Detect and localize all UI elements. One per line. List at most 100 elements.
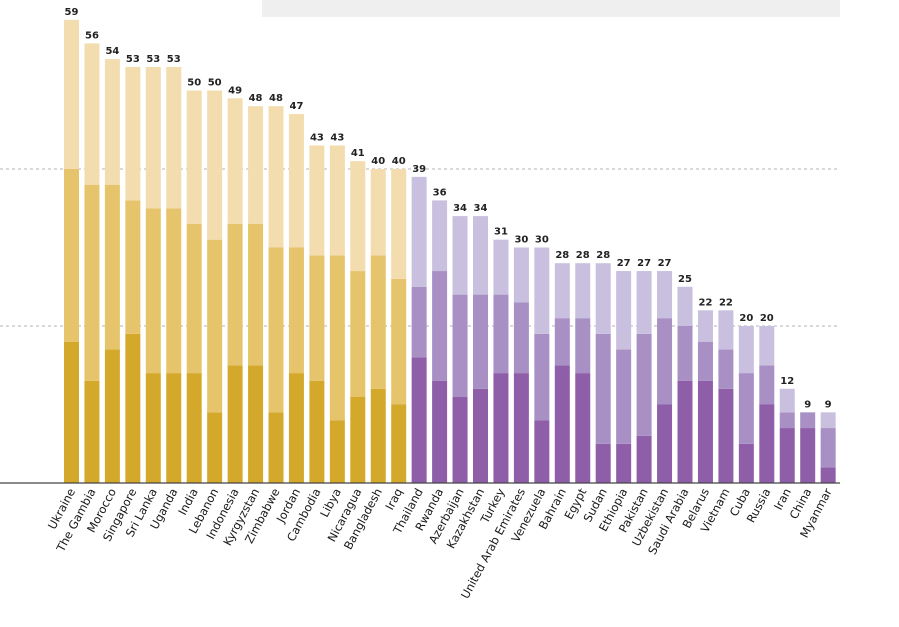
bar-segment-1 bbox=[391, 404, 407, 483]
bar-segment-2 bbox=[432, 271, 448, 381]
bar-segment-1 bbox=[166, 373, 182, 483]
bar-total-label: 36 bbox=[433, 187, 447, 198]
bar-segment-1 bbox=[125, 333, 141, 483]
bar-segment-1 bbox=[616, 443, 632, 483]
bar-total-label: 41 bbox=[351, 148, 365, 159]
bar-total-label: 53 bbox=[167, 54, 181, 65]
bar-segment-2 bbox=[800, 412, 816, 429]
bar-segment-3 bbox=[186, 90, 202, 224]
bar-segment-3 bbox=[350, 161, 366, 272]
bar-segment-1 bbox=[493, 373, 509, 483]
bar-segment-2 bbox=[473, 294, 488, 389]
bar-total-label: 40 bbox=[371, 156, 385, 167]
bar-total-label: 20 bbox=[760, 313, 774, 324]
bar-segment-2 bbox=[166, 208, 182, 374]
bar-segment-3 bbox=[411, 176, 427, 287]
bar-total-label: 27 bbox=[617, 258, 631, 269]
bar-segment-1 bbox=[248, 365, 264, 483]
bar-segment-2 bbox=[125, 200, 141, 334]
bar-segment-2 bbox=[595, 333, 611, 444]
bar-segment-2 bbox=[554, 318, 570, 366]
bar-total-label: 54 bbox=[105, 46, 119, 57]
bar-total-label: 20 bbox=[739, 313, 753, 324]
bar-segment-3 bbox=[779, 388, 795, 413]
bar-segment-3 bbox=[145, 66, 161, 209]
bar-segment-1 bbox=[554, 365, 570, 483]
bar-total-label: 9 bbox=[825, 399, 832, 410]
bar-segment-3 bbox=[227, 98, 243, 224]
bar-segment-1 bbox=[636, 435, 652, 483]
bar-total-label: 50 bbox=[187, 78, 201, 89]
bar-segment-3 bbox=[207, 90, 223, 240]
bar-segment-3 bbox=[697, 310, 713, 342]
bar-total-label: 31 bbox=[494, 227, 508, 238]
bar-total-label: 9 bbox=[804, 399, 811, 410]
bar-segment-1 bbox=[207, 412, 223, 483]
bar-segment-2 bbox=[207, 239, 223, 413]
bar-total-label: 27 bbox=[658, 258, 672, 269]
bar-total-label: 53 bbox=[126, 54, 140, 65]
bar-segment-1 bbox=[759, 404, 775, 483]
bar-segment-1 bbox=[64, 341, 79, 483]
bar-segment-1 bbox=[452, 396, 468, 483]
bar-segment-2 bbox=[779, 412, 795, 429]
bar-total-label: 59 bbox=[65, 7, 79, 18]
bar-total-label: 22 bbox=[698, 297, 712, 308]
bar-segment-3 bbox=[575, 263, 591, 319]
bar-segment-3 bbox=[493, 239, 509, 295]
bar-total-label: 12 bbox=[780, 376, 794, 387]
bar-segment-2 bbox=[759, 365, 775, 405]
bar-segment-3 bbox=[370, 169, 386, 256]
bar-segment-2 bbox=[104, 184, 120, 350]
bar-total-label: 47 bbox=[289, 101, 303, 112]
bar-segment-2 bbox=[350, 271, 366, 397]
bar-total-label: 43 bbox=[330, 132, 344, 143]
bar-segment-1 bbox=[513, 373, 529, 483]
bar-segment-3 bbox=[288, 114, 304, 248]
bar-segment-1 bbox=[227, 365, 243, 483]
bar-segment-3 bbox=[513, 247, 529, 303]
bar-segment-1 bbox=[309, 380, 325, 483]
bar-segment-2 bbox=[534, 333, 550, 421]
bar-total-label: 40 bbox=[392, 156, 406, 167]
bar-segment-2 bbox=[820, 428, 836, 468]
bar-segment-3 bbox=[166, 66, 182, 209]
bar-segment-2 bbox=[452, 294, 468, 397]
bar-segment-1 bbox=[677, 380, 693, 483]
bar-segment-2 bbox=[493, 294, 509, 374]
bar-segment-2 bbox=[616, 349, 632, 444]
top-banner bbox=[262, 0, 840, 17]
bar-segment-3 bbox=[309, 145, 325, 256]
bar-segment-3 bbox=[554, 263, 570, 319]
bar-segment-1 bbox=[800, 428, 816, 483]
bar-segment-3 bbox=[718, 310, 734, 350]
bar-segment-2 bbox=[64, 169, 79, 342]
bar-segment-2 bbox=[329, 255, 345, 421]
bar-total-label: 53 bbox=[146, 54, 160, 65]
bar-segment-3 bbox=[432, 200, 448, 272]
bar-segment-3 bbox=[657, 271, 673, 319]
bar-segment-3 bbox=[84, 43, 100, 185]
bar-segment-3 bbox=[616, 271, 632, 350]
bar-total-label: 28 bbox=[596, 250, 610, 261]
bar-segment-1 bbox=[718, 388, 734, 483]
bar-total-label: 34 bbox=[453, 203, 467, 214]
bar-segment-2 bbox=[268, 247, 284, 413]
bar-segment-1 bbox=[370, 388, 386, 483]
bar-segment-1 bbox=[779, 428, 795, 483]
bar-segment-2 bbox=[718, 349, 734, 389]
bar-segment-2 bbox=[411, 286, 427, 358]
bar-total-label: 48 bbox=[249, 93, 263, 104]
bar-segment-2 bbox=[145, 208, 161, 374]
bar-segment-3 bbox=[759, 326, 775, 366]
bar-segment-3 bbox=[391, 169, 407, 279]
bar-segment-3 bbox=[125, 66, 141, 201]
bar-segment-1 bbox=[268, 412, 284, 483]
bar-segment-2 bbox=[288, 247, 304, 374]
bar-segment-1 bbox=[657, 404, 673, 483]
bar-segment-1 bbox=[534, 420, 550, 483]
bar-segment-2 bbox=[677, 326, 693, 381]
bar-segment-3 bbox=[64, 19, 79, 169]
bar-segment-2 bbox=[227, 223, 243, 366]
bar-segment-3 bbox=[329, 145, 345, 256]
